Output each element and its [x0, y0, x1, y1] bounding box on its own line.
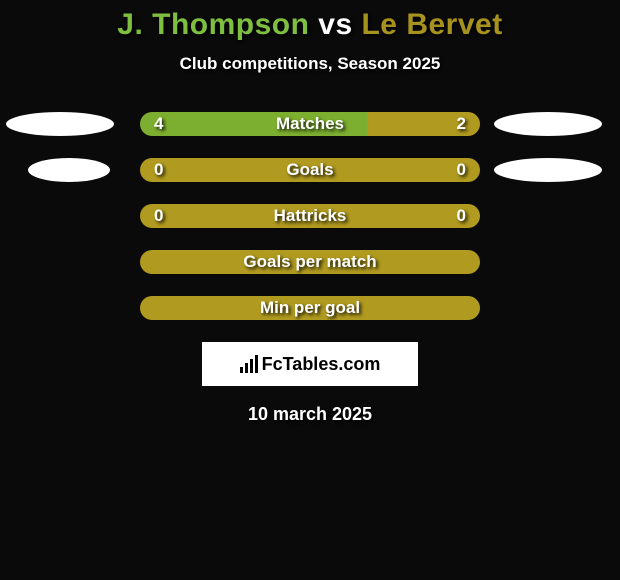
title-vs: vs — [309, 8, 361, 41]
stat-bar: Min per goal — [140, 296, 480, 320]
stat-rows: 4 2 Matches 0 0 Goals 0 0 Hattricks Goals per mat… — [0, 112, 620, 320]
avatar-ellipse-right — [494, 158, 602, 182]
title-player1: J. Thompson — [117, 8, 309, 41]
avatar-ellipse-left — [28, 158, 110, 182]
brand-bar-icon — [255, 355, 258, 373]
brand-bar-icon — [240, 367, 243, 373]
stat-row: 4 2 Matches — [0, 112, 620, 136]
value-left: 4 — [154, 114, 163, 134]
brand-badge: FcTables.com — [202, 342, 418, 386]
avatar-ellipse-right — [494, 112, 602, 136]
stat-row: 0 0 Goals — [0, 158, 620, 182]
title-player2: Le Bervet — [361, 8, 502, 41]
stat-row: 0 0 Hattricks — [0, 204, 620, 228]
value-right: 0 — [457, 206, 466, 226]
subtitle: Club competitions, Season 2025 — [0, 54, 620, 74]
page-title: J. Thompson vs Le Bervet — [0, 8, 620, 42]
stat-label: Hattricks — [274, 206, 347, 226]
bar-right — [310, 158, 480, 182]
stat-label: Matches — [276, 114, 344, 134]
stat-label: Goals per match — [243, 252, 376, 272]
stat-bar: 0 0 Hattricks — [140, 204, 480, 228]
stat-row: Min per goal — [0, 296, 620, 320]
stat-bar: 0 0 Goals — [140, 158, 480, 182]
brand-bar-icon — [250, 359, 253, 373]
brand-bar-icon — [245, 363, 248, 373]
bar-left — [140, 158, 310, 182]
value-right: 2 — [457, 114, 466, 134]
stat-label: Goals — [286, 160, 333, 180]
stat-bar: 4 2 Matches — [140, 112, 480, 136]
comparison-container: J. Thompson vs Le Bervet Club competitio… — [0, 0, 620, 425]
date-label: 10 march 2025 — [0, 404, 620, 425]
stat-label: Min per goal — [260, 298, 360, 318]
value-left: 0 — [154, 206, 163, 226]
value-left: 0 — [154, 160, 163, 180]
value-right: 0 — [457, 160, 466, 180]
avatar-ellipse-left — [6, 112, 114, 136]
brand-text: FcTables.com — [262, 354, 381, 375]
stat-bar: Goals per match — [140, 250, 480, 274]
stat-row: Goals per match — [0, 250, 620, 274]
brand-bars-icon — [240, 355, 258, 373]
